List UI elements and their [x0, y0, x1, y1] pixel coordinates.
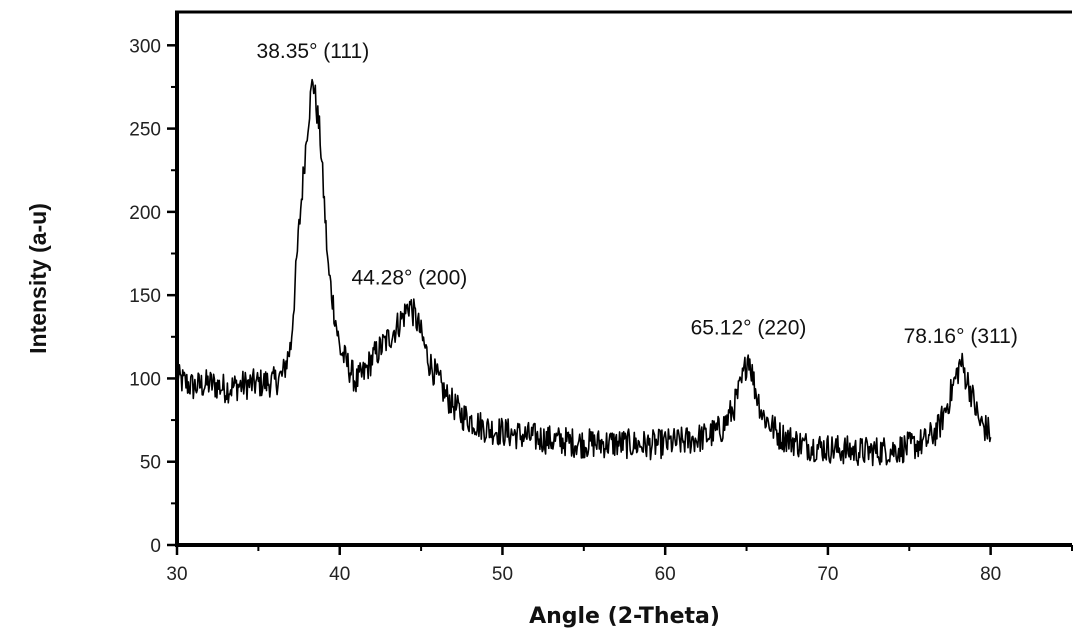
y-tick-label: 300: [129, 36, 161, 57]
peak-annotation-label: 78.16° (311): [904, 325, 1018, 348]
plot-frame: [175, 10, 1072, 547]
y-tick-label: 150: [129, 286, 161, 307]
y-tick-label: 100: [129, 369, 161, 390]
y-axis-ticks: 0 50 100 150 200 250 300: [129, 36, 177, 557]
x-tick-label: 70: [817, 564, 838, 585]
peak-annotation-label: 65.12° (220): [691, 316, 807, 339]
x-tick-label: 60: [655, 564, 676, 585]
x-tick-label: 50: [492, 564, 513, 585]
x-tick-label: 80: [980, 564, 1001, 585]
x-axis-ticks: 30 40 50 60 70 80: [166, 545, 1073, 585]
y-tick-label: 50: [140, 453, 161, 474]
x-tick-label: 40: [329, 564, 350, 585]
y-tick-label: 250: [129, 120, 161, 141]
y-axis-title: Intensity (a-u): [25, 203, 51, 354]
series-group: [176, 78, 992, 467]
y-tick-label: 200: [129, 203, 161, 224]
peak-annotation-label: 44.28° (200): [351, 266, 467, 289]
x-axis-title: Angle (2-Theta): [529, 604, 720, 629]
y-tick-label: 0: [150, 536, 161, 557]
peak-annotations: 38.35° (111) 44.28° (200) 65.12° (220) 78.1…: [257, 40, 1018, 348]
x-tick-label: 30: [166, 564, 187, 585]
peak-annotation-label: 38.35° (111): [257, 40, 370, 63]
series-line-0: [176, 78, 992, 467]
